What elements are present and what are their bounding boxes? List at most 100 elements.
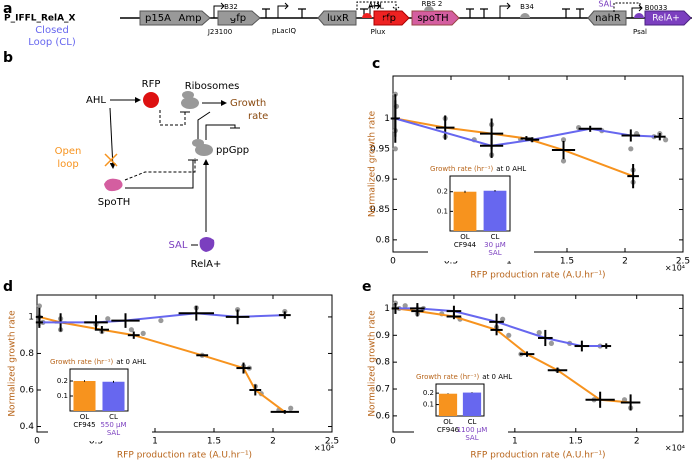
x-axis-label: RFP production rate (A.U.hr⁻¹) — [470, 451, 605, 461]
inset-sublabel: SAL — [488, 249, 501, 257]
rbs — [362, 13, 372, 18]
plot-frame — [392, 75, 684, 253]
node-label: rate — [248, 111, 268, 122]
inset-y-tick-label: 0.1 — [437, 207, 448, 215]
y-axis-label: Normalized growth rate — [368, 310, 378, 417]
open-loop-label: loop — [57, 159, 78, 170]
annotation: SAL — [598, 0, 614, 9]
construct-name: P_IFFL_RelA_X — [4, 14, 76, 24]
x-tick-label: 0.5 — [89, 437, 103, 447]
replicate-point — [506, 332, 512, 338]
replicate-point — [288, 405, 294, 411]
rbs — [634, 13, 644, 18]
inset-category: OL — [460, 233, 470, 241]
x-axis-label: RFP production rate (A.U.hr⁻¹) — [470, 271, 605, 281]
x-axis-label: RFP production rate (A.U.hr⁻¹) — [117, 451, 252, 461]
node — [192, 139, 204, 147]
promoter — [277, 2, 289, 18]
part — [139, 10, 211, 26]
replicate-point — [560, 158, 567, 164]
part — [317, 10, 357, 26]
terminator — [262, 8, 584, 18]
series-line — [395, 117, 660, 147]
annotation: Psal — [633, 28, 647, 36]
construct-subtitle: Closed — [35, 25, 69, 36]
inset-bar — [462, 392, 482, 416]
part — [644, 10, 692, 26]
part-label: RelA+ — [652, 14, 680, 24]
replicate-point — [500, 316, 506, 322]
panel-label: c — [372, 56, 380, 72]
y-tick-label: 0.95 — [370, 144, 390, 154]
promoter — [213, 2, 225, 18]
edge — [124, 158, 196, 181]
open-loop-label: Open — [55, 146, 82, 157]
x-tick-label: 2.5 — [325, 437, 339, 447]
part — [373, 10, 410, 26]
node-label: Growth — [230, 98, 266, 109]
inset-background — [428, 162, 534, 261]
y-tick-label: 0.85 — [370, 205, 390, 215]
inset-title-suffix: at 0 AHL — [482, 373, 512, 381]
replicate-point — [536, 330, 542, 336]
induction-arrow — [613, 2, 641, 12]
part — [411, 10, 460, 26]
edge — [205, 124, 236, 140]
x-tick-label: 0 — [390, 257, 396, 267]
node — [143, 92, 159, 108]
y-tick-label: 0.6 — [20, 385, 35, 395]
inset-y-tick-label: 0.2 — [57, 377, 68, 385]
inset-sublabel: 1100 µM — [457, 426, 488, 434]
inset-y-tick-label: 0.2 — [437, 188, 448, 196]
inset-title: Growth rate (hr⁻¹) — [416, 373, 480, 381]
replicate-point — [140, 330, 146, 336]
y-tick-label: 1 — [28, 312, 34, 322]
open-loop-mark — [104, 153, 118, 167]
annotation: B34 — [520, 3, 534, 11]
inset-frame — [435, 383, 485, 417]
inset-title: Growth rate (hr⁻¹) — [50, 358, 114, 366]
x-tick-label: 2.5 — [676, 257, 690, 267]
replicate-point — [392, 146, 398, 152]
panel-label: a — [3, 1, 12, 17]
series-line — [395, 307, 607, 348]
x-tick-label: 0.5 — [444, 257, 458, 267]
part-label: Amp — [179, 13, 202, 24]
inset-category: OL — [80, 413, 90, 421]
plot-frame — [392, 294, 684, 433]
node-label: SpoTH — [98, 197, 130, 208]
inset-category: OL — [443, 418, 453, 426]
series-line — [395, 117, 634, 178]
y-tick-label: 0.8 — [20, 349, 35, 359]
promoter — [631, 4, 643, 18]
annotation: RBS 2 — [422, 0, 443, 8]
y-tick-label: 0.6 — [376, 411, 391, 421]
x-multiplier: ×10⁴ — [314, 444, 334, 453]
node — [199, 237, 215, 252]
inset-y-tick-label: 0.1 — [57, 392, 68, 400]
inset-background — [414, 370, 508, 446]
inset-bar — [102, 381, 125, 411]
inset-bar — [73, 381, 96, 411]
inset-bar — [483, 190, 507, 231]
edge — [197, 111, 211, 140]
annotation: B0033 — [645, 4, 668, 12]
x-tick-label: 1.5 — [207, 437, 221, 447]
node — [182, 91, 194, 99]
edge — [125, 160, 194, 189]
y-tick-label: 0.8 — [376, 358, 391, 368]
series-line — [39, 315, 286, 413]
x-tick-label: 2 — [634, 437, 640, 447]
y-axis-label: Normalized growth rate — [8, 310, 18, 417]
rbs — [424, 6, 434, 11]
y-axis-label: Normalized growth rate — [368, 110, 378, 217]
part-label: gfp — [230, 13, 246, 24]
inset-sublabel: CF946 — [437, 426, 460, 434]
node — [104, 178, 123, 192]
induction-arrow — [356, 1, 400, 11]
inset-category: CL — [468, 418, 477, 426]
annotation: AHL — [368, 2, 384, 11]
edge — [159, 110, 186, 126]
inset-sublabel: 550 µM — [100, 421, 126, 429]
inset-frame — [449, 175, 511, 232]
